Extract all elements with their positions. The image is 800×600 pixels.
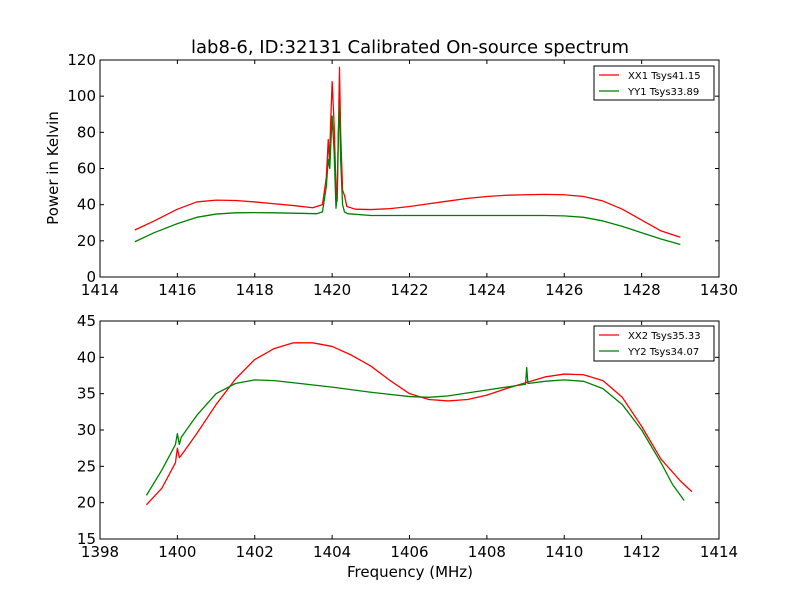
y-tick-label: 80 bbox=[77, 123, 96, 141]
y-tick-label: 15 bbox=[77, 530, 96, 548]
legend-label: XX2 Tsys35.33 bbox=[628, 331, 701, 342]
legend-box bbox=[593, 325, 715, 362]
figure-title: lab8-6, ID:32131 Calibrated On-source sp… bbox=[191, 37, 629, 58]
y-tick-label: 40 bbox=[77, 196, 96, 214]
x-tick-label: 1412 bbox=[623, 543, 661, 561]
x-tick-label: 1418 bbox=[236, 281, 274, 299]
series-line-yy2 bbox=[145, 366, 685, 501]
bottom-spectrum-panel: 1398 1400 1402 1404 1406 1408 1410 1412 1414 15 20… bbox=[77, 312, 738, 561]
x-tick-label: 1408 bbox=[468, 543, 506, 561]
legend: XX1 Tsys41.15 YY1 Tsys33.89 bbox=[593, 65, 715, 101]
x-tick-label: 1416 bbox=[158, 281, 196, 299]
x-tick-label: 1404 bbox=[313, 543, 351, 561]
y-tick-label: 30 bbox=[77, 421, 96, 439]
x-tick-label: 1400 bbox=[158, 543, 196, 561]
x-tick-label: 1402 bbox=[236, 543, 274, 561]
legend-label: YY1 Tsys33.89 bbox=[627, 87, 699, 98]
x-tick-label: 1428 bbox=[623, 281, 661, 299]
x-tick-label: 1430 bbox=[700, 281, 738, 299]
y-tick-label: 60 bbox=[77, 160, 96, 178]
x-tick-label: 1414 bbox=[81, 281, 119, 299]
y-tick-label: 20 bbox=[77, 494, 96, 512]
top-spectrum-panel: 1414 1416 1418 1420 1422 1424 1426 1428 1430 0 20 4… bbox=[67, 51, 738, 299]
legend-box bbox=[593, 65, 715, 101]
x-tick-label: 1426 bbox=[545, 281, 583, 299]
y-tick-label: 25 bbox=[77, 457, 96, 475]
y-tick-label: 0 bbox=[86, 268, 96, 286]
series-line-xx2 bbox=[145, 342, 693, 506]
x-axis-label: Frequency (MHz) bbox=[347, 563, 473, 581]
x-tick-label: 1414 bbox=[700, 543, 738, 561]
legend-label: XX1 Tsys41.15 bbox=[628, 71, 701, 82]
series-line-yy1 bbox=[134, 102, 681, 246]
y-tick-label: 120 bbox=[67, 51, 96, 69]
y-axis-label: Power in Kelvin bbox=[44, 111, 62, 225]
y-tick-label: 100 bbox=[67, 87, 96, 105]
y-tick-label: 40 bbox=[77, 348, 96, 366]
y-tick-label: 20 bbox=[77, 232, 96, 250]
x-tick-label: 1420 bbox=[313, 281, 351, 299]
x-tick-label: 1422 bbox=[390, 281, 428, 299]
legend-label: YY2 Tsys34.07 bbox=[627, 347, 699, 358]
y-tick-label: 35 bbox=[77, 385, 96, 403]
x-tick-label: 1406 bbox=[390, 543, 428, 561]
y-tick-label: 45 bbox=[77, 312, 96, 330]
x-tick-label: 1398 bbox=[81, 543, 119, 561]
x-tick-label: 1410 bbox=[545, 543, 583, 561]
legend: XX2 Tsys35.33 YY2 Tsys34.07 bbox=[593, 325, 715, 362]
x-tick-label: 1424 bbox=[468, 281, 506, 299]
